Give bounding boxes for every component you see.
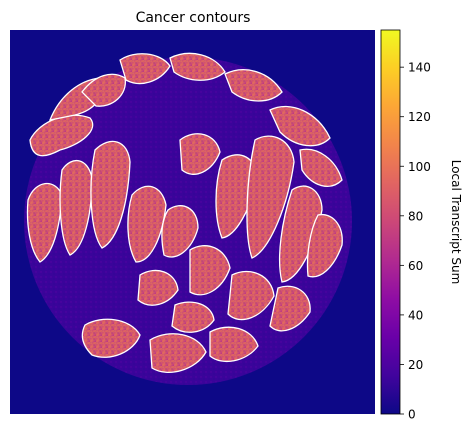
cancer-contour-region: [306, 213, 343, 278]
cancer-contour-region: [179, 133, 221, 175]
cancer-contour-region: [215, 154, 259, 239]
colorbar-tick-label: 60: [408, 259, 423, 273]
cancer-contour-region: [169, 52, 226, 81]
cancer-contour-region: [224, 69, 283, 102]
colorbar-tick-label: 20: [408, 358, 423, 372]
cancer-contour-region: [26, 182, 63, 263]
cancer-contour-region: [209, 326, 259, 363]
cancer-contours: [26, 52, 343, 373]
cancer-contour-region: [171, 301, 215, 333]
cancer-contour-region: [90, 140, 131, 249]
colorbar-tick-label: 100: [408, 160, 431, 174]
chart-title: Cancer contours: [136, 10, 251, 26]
colorbar-tick-label: 80: [408, 209, 423, 223]
colorbar-tick-label: 40: [408, 308, 423, 322]
colorbar-label: Local Transcript Sum: [449, 160, 463, 285]
cancer-contour-region: [227, 270, 275, 321]
colorbar-tick-label: 0: [408, 408, 416, 422]
cancer-contour-region: [189, 245, 231, 296]
cancer-contour-region: [59, 160, 93, 256]
cancer-contour-region: [269, 105, 331, 147]
colorbar-ticks: 0 20 40 60 80 100 120 140: [400, 61, 431, 422]
cancer-contour-region: [269, 285, 311, 332]
cancer-contour-region: [278, 185, 323, 283]
heatmap-panel: [10, 30, 375, 414]
colorbar-tick-label: 120: [408, 110, 431, 124]
cancer-contour-region: [81, 318, 141, 358]
cancer-contour-region: [137, 269, 179, 306]
cancer-contour-region: [149, 333, 207, 373]
colorbar-gradient: [380, 29, 401, 415]
cancer-contour-region: [127, 185, 167, 263]
colorbar: 0 20 40 60 80 100 120 140 Local Transcript Sum: [380, 29, 463, 422]
cancer-contour-region: [161, 205, 199, 258]
colorbar-tick-label: 140: [408, 61, 431, 75]
cancer-contour-region: [299, 148, 343, 187]
cancer-contour-region: [119, 53, 171, 85]
cancer-contour-region: [246, 135, 295, 259]
